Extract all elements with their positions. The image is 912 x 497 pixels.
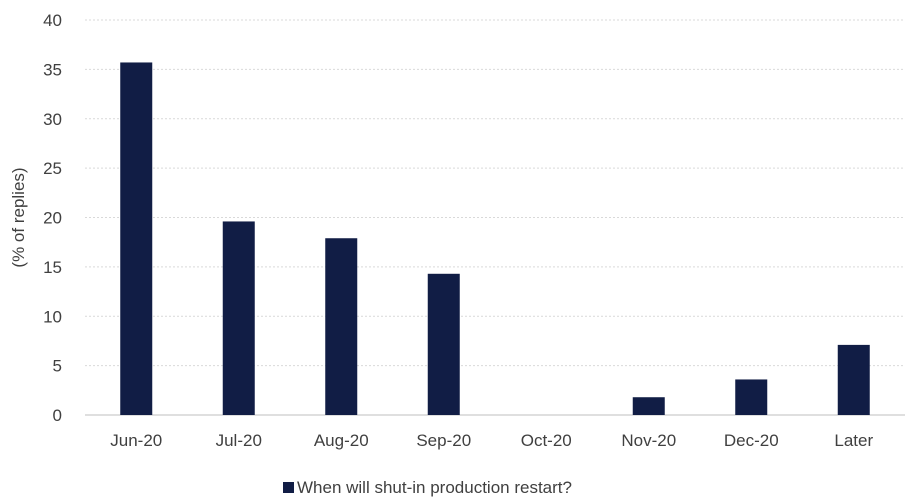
x-tick-label: Dec-20 [724, 431, 779, 450]
bar-jul-20 [222, 221, 255, 415]
x-tick-label: Nov-20 [621, 431, 676, 450]
x-tick-label: Oct-20 [521, 431, 572, 450]
y-tick-label: 35 [43, 60, 62, 79]
bar-sep-20 [427, 273, 460, 415]
legend-swatch [283, 482, 294, 493]
bars [120, 62, 870, 416]
x-tick-label: Aug-20 [314, 431, 369, 450]
x-tick-label: Jun-20 [110, 431, 162, 450]
y-tick-labels: 0 5 10 15 20 25 30 35 40 [43, 11, 62, 425]
y-axis-title: (% of replies) [9, 167, 28, 267]
y-tick-label: 40 [43, 11, 62, 30]
y-tick-label: 0 [53, 406, 62, 425]
bar-nov-20 [632, 397, 665, 415]
y-tick-label: 25 [43, 159, 62, 178]
x-tick-label: Sep-20 [416, 431, 471, 450]
y-tick-label: 15 [43, 258, 62, 277]
legend: When will shut-in production restart? [283, 478, 572, 497]
y-tick-label: 10 [43, 307, 62, 326]
bar-later [837, 344, 870, 415]
gridlines [85, 19, 905, 416]
y-tick-label: 20 [43, 209, 62, 228]
x-tick-labels: Jun-20 Jul-20 Aug-20 Sep-20 Oct-20 Nov-20 Dec-… [110, 431, 873, 450]
x-tick-label: Later [834, 431, 873, 450]
bar-dec-20 [735, 379, 768, 415]
bar-aug-20 [325, 238, 358, 415]
legend-label: When will shut-in production restart? [297, 478, 572, 497]
y-tick-label: 30 [43, 110, 62, 129]
x-tick-label: Jul-20 [216, 431, 262, 450]
bar-jun-20 [120, 62, 153, 416]
y-tick-label: 5 [53, 357, 62, 376]
